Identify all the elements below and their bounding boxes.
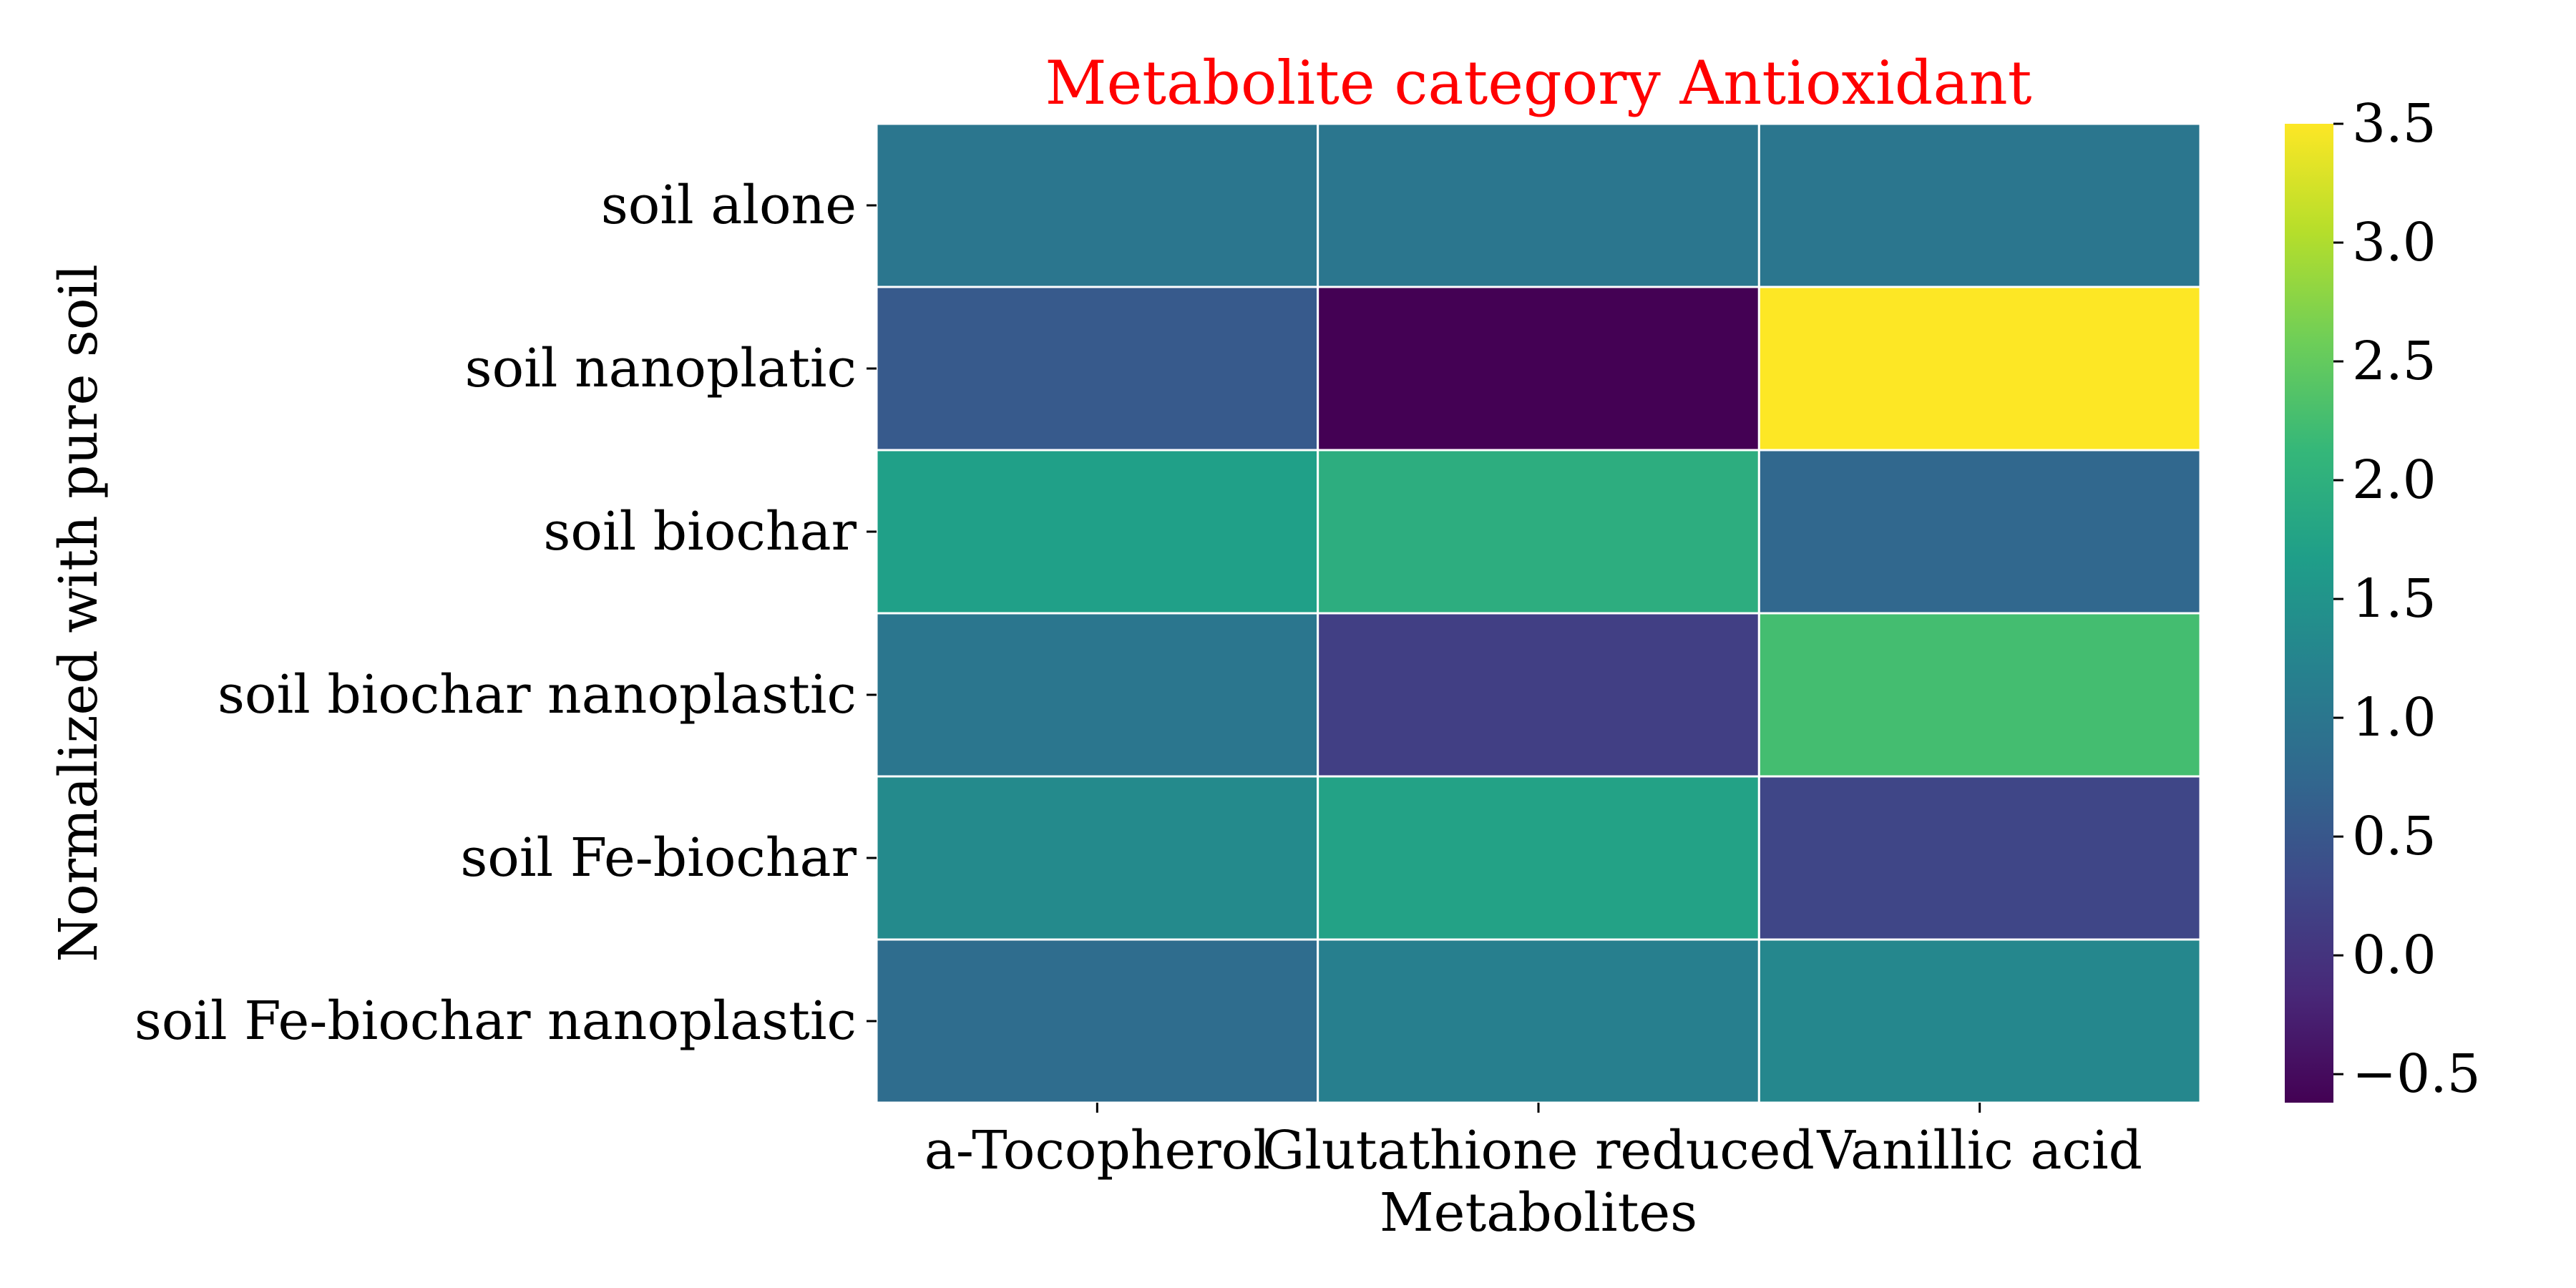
colorbar-tick-label: 3.5 (2352, 93, 2436, 155)
y-axis-label: Normalized with pure soil (48, 264, 109, 962)
y-tick-label: soil nanoplatic (465, 338, 857, 399)
colorbar-ticks: −0.5 0.0 0.5 1.0 1.5 2.0 2.5 3.0 3.5 (2333, 93, 2481, 1105)
heatmap-cells (875, 122, 2202, 1104)
y-tick-label: soil biochar nanoplastic (218, 664, 857, 726)
y-tick-label: soil alone (601, 175, 857, 236)
heatmap-cell (1317, 122, 1760, 288)
x-tick-label: a-Tocopherol (924, 1120, 1270, 1181)
colorbar-tick-label: −0.5 (2352, 1043, 2481, 1105)
x-axis-label: Metabolites (1380, 1182, 1697, 1244)
colorbar: −0.5 0.0 0.5 1.0 1.5 2.0 2.5 3.0 3.5 (2285, 93, 2481, 1105)
colorbar-tick-label: 2.0 (2352, 449, 2436, 511)
heatmap-cell (1317, 286, 1760, 452)
heatmap-cell (1317, 775, 1760, 941)
heatmap-cell (1757, 122, 2202, 288)
x-tick-label: Glutathione reduced (1262, 1120, 1815, 1181)
heatmap-cell (875, 286, 1319, 452)
colorbar-tick-label: 1.0 (2352, 687, 2436, 748)
y-axis: soil alone soil nanoplatic soil biochar soi… (135, 175, 877, 1052)
colorbar-tick-label: 1.5 (2352, 568, 2436, 630)
heatmap-cell (875, 775, 1319, 941)
heatmap-cell (1317, 938, 1760, 1104)
x-tick-label: Vanillic acid (1816, 1120, 2142, 1181)
heatmap-cell (1757, 775, 2202, 941)
colorbar-gradient (2285, 124, 2333, 1103)
colorbar-tick-label: 0.0 (2352, 924, 2436, 986)
y-tick-label: soil Fe-biochar (460, 827, 857, 889)
heatmap-cell (875, 938, 1319, 1104)
y-tick-label: soil Fe-biochar nanoplastic (135, 990, 857, 1052)
heatmap-cell (875, 612, 1319, 778)
heatmap-cell (1757, 612, 2202, 778)
y-tick-label: soil biochar (543, 501, 857, 562)
heatmap-cell (875, 449, 1319, 615)
chart-title: Metabolite category Antioxidant (1045, 48, 2032, 118)
colorbar-tick-label: 3.0 (2352, 212, 2436, 273)
heatmap-cell (875, 122, 1319, 288)
heatmap-cell (1317, 449, 1760, 615)
colorbar-tick-label: 2.5 (2352, 331, 2436, 392)
heatmap-cell (1757, 449, 2202, 615)
heatmap-cell (1757, 938, 2202, 1104)
heatmap-cell (1317, 612, 1760, 778)
heatmap-cell (1757, 286, 2202, 452)
colorbar-tick-label: 0.5 (2352, 806, 2436, 867)
